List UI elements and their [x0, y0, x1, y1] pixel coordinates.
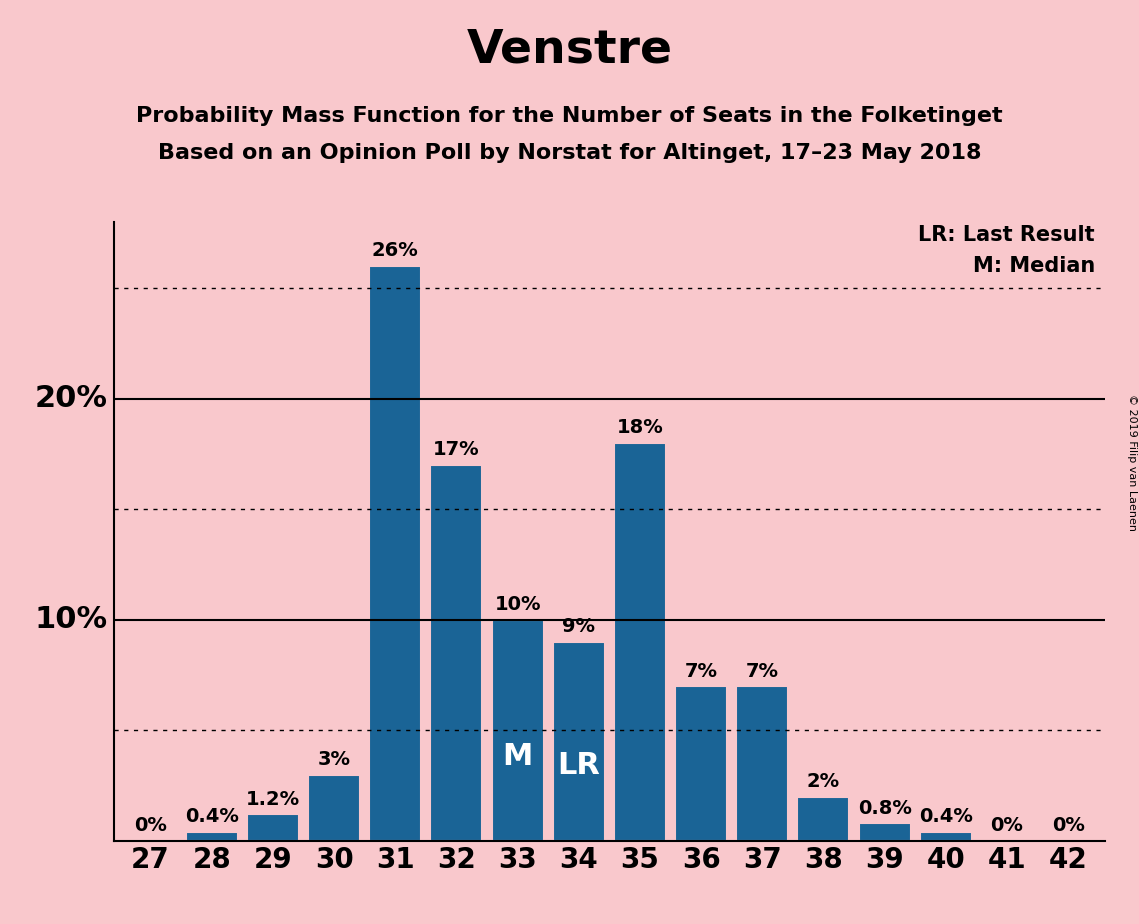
Bar [309, 774, 360, 841]
Text: 0.4%: 0.4% [185, 808, 239, 826]
Text: Venstre: Venstre [467, 28, 672, 73]
Text: LR: Last Result: LR: Last Result [918, 225, 1095, 245]
Bar [797, 796, 850, 841]
Text: 0%: 0% [134, 816, 167, 835]
Bar [736, 686, 788, 841]
Bar [675, 686, 727, 841]
Text: Probability Mass Function for the Number of Seats in the Folketinget: Probability Mass Function for the Number… [137, 106, 1002, 127]
Text: 9%: 9% [563, 617, 596, 637]
Bar [431, 465, 483, 841]
Bar [369, 266, 421, 841]
Text: 0.8%: 0.8% [858, 798, 911, 818]
Text: LR: LR [557, 750, 600, 780]
Bar [859, 823, 910, 841]
Text: 26%: 26% [372, 241, 419, 261]
Text: 0.4%: 0.4% [919, 808, 973, 826]
Bar [247, 814, 298, 841]
Bar [920, 832, 972, 841]
Bar [552, 642, 605, 841]
Text: 1.2%: 1.2% [246, 790, 300, 808]
Text: M: M [502, 742, 533, 772]
Bar [614, 443, 666, 841]
Text: 7%: 7% [746, 662, 779, 681]
Text: Based on an Opinion Poll by Norstat for Altinget, 17–23 May 2018: Based on an Opinion Poll by Norstat for … [157, 143, 982, 164]
Text: 2%: 2% [806, 772, 841, 791]
Text: © 2019 Filip van Laenen: © 2019 Filip van Laenen [1126, 394, 1137, 530]
Text: 7%: 7% [685, 662, 718, 681]
Text: 10%: 10% [34, 605, 108, 634]
Text: 0%: 0% [1051, 816, 1084, 835]
Text: 0%: 0% [991, 816, 1024, 835]
Text: 17%: 17% [433, 441, 480, 459]
Text: M: Median: M: Median [973, 256, 1095, 275]
Text: 20%: 20% [35, 384, 108, 413]
Text: 18%: 18% [616, 419, 663, 437]
Bar [492, 620, 543, 841]
Text: 3%: 3% [318, 750, 351, 769]
Text: 10%: 10% [494, 595, 541, 614]
Bar [186, 832, 238, 841]
